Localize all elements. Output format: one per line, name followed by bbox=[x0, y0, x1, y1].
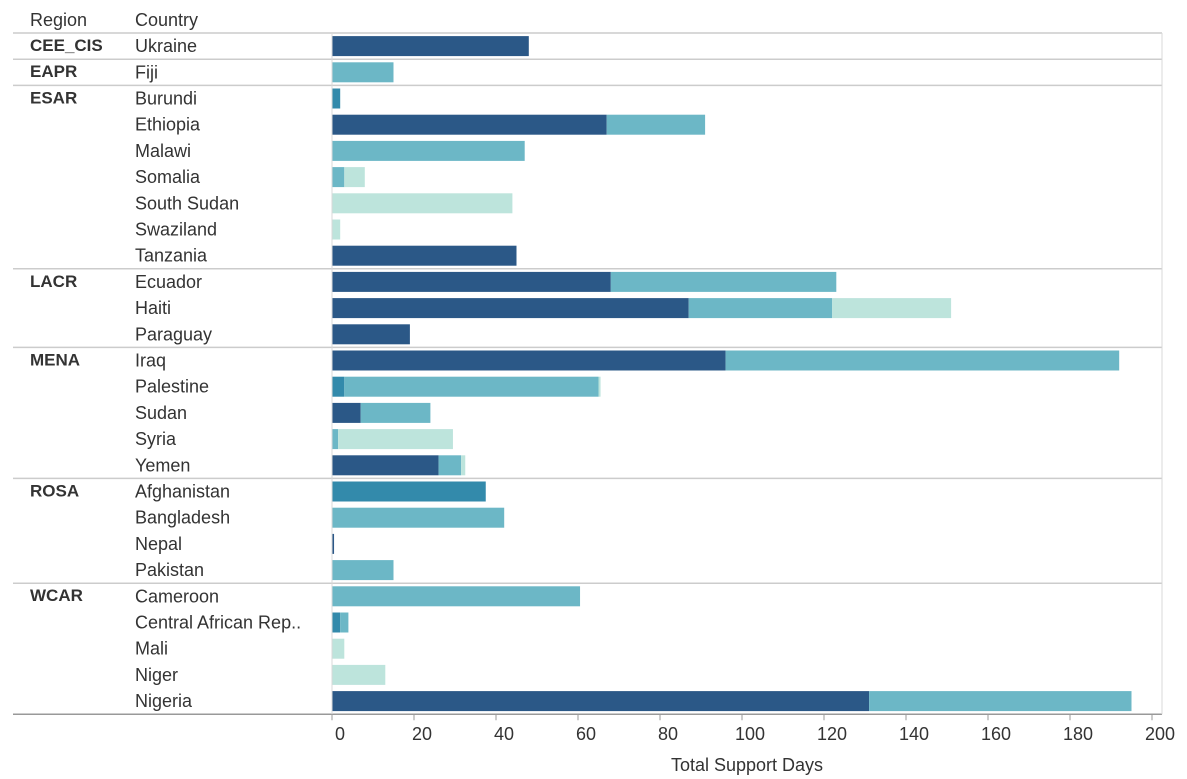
bar-segment bbox=[332, 36, 529, 57]
region-label: MENA bbox=[30, 350, 80, 369]
x-tick-label: 160 bbox=[981, 724, 1011, 744]
bars-layer bbox=[332, 36, 1132, 712]
bar-segment bbox=[869, 691, 1132, 712]
region-column-header: Region bbox=[30, 10, 87, 30]
country-label: Tanzania bbox=[135, 246, 208, 266]
bar-segment bbox=[332, 140, 525, 161]
region-label: EAPR bbox=[30, 62, 77, 81]
bar-segment bbox=[332, 219, 341, 240]
country-label: Haiti bbox=[135, 298, 171, 318]
bar-segment bbox=[688, 298, 833, 319]
x-tick-label: 80 bbox=[658, 724, 678, 744]
country-label: Paraguay bbox=[135, 324, 212, 344]
country-label: Ethiopia bbox=[135, 115, 201, 135]
rows-layer: CEE_CIS Ukraine EAPR Fiji ESAR Burundi Ethiopi… bbox=[13, 32, 1162, 711]
x-tick-label: 180 bbox=[1063, 724, 1093, 744]
bar-segment bbox=[332, 507, 505, 528]
country-label: Palestine bbox=[135, 377, 209, 397]
country-label: Burundi bbox=[135, 89, 197, 109]
country-label: Central African Rep.. bbox=[135, 613, 301, 633]
country-label: South Sudan bbox=[135, 193, 239, 213]
bar-segment bbox=[332, 167, 345, 188]
bar-segment bbox=[332, 62, 394, 83]
x-tick-label: 100 bbox=[735, 724, 765, 744]
x-axis: 0 20 40 60 80 100 120 140 160 180 200 bbox=[13, 33, 1175, 744]
x-tick-label: 120 bbox=[817, 724, 847, 744]
x-tick-label: 140 bbox=[899, 724, 929, 744]
x-tick-label: 0 bbox=[335, 724, 345, 744]
country-label: Swaziland bbox=[135, 220, 217, 240]
x-tick-label: 20 bbox=[412, 724, 432, 744]
country-label: Ukraine bbox=[135, 36, 197, 56]
bar-segment bbox=[332, 455, 439, 476]
x-tick-label: 60 bbox=[576, 724, 596, 744]
country-label: Malawi bbox=[135, 141, 191, 161]
bar-segment bbox=[332, 691, 870, 712]
region-label: ROSA bbox=[30, 481, 79, 500]
region-label: ESAR bbox=[30, 88, 77, 107]
bar-segment bbox=[332, 376, 345, 397]
bar-segment bbox=[725, 350, 1120, 371]
bar-segment bbox=[606, 114, 706, 135]
country-label: Bangladesh bbox=[135, 508, 230, 528]
bar-segment bbox=[332, 612, 341, 633]
bar-segment bbox=[332, 245, 517, 266]
bar-segment bbox=[598, 376, 601, 397]
bar-segment bbox=[610, 271, 837, 292]
bar-segment bbox=[332, 429, 339, 450]
x-tick-label: 40 bbox=[494, 724, 514, 744]
country-label: Pakistan bbox=[135, 560, 204, 580]
bar-segment bbox=[360, 402, 431, 423]
country-label: Ecuador bbox=[135, 272, 202, 292]
bar-segment bbox=[438, 455, 462, 476]
country-label: Niger bbox=[135, 665, 178, 685]
country-label: Nigeria bbox=[135, 691, 193, 711]
country-label: Mali bbox=[135, 639, 168, 659]
country-label: Fiji bbox=[135, 62, 158, 82]
bar-segment bbox=[832, 298, 952, 319]
bar-segment bbox=[340, 612, 349, 633]
bar-segment bbox=[332, 324, 410, 345]
region-label: LACR bbox=[30, 272, 77, 291]
bar-segment bbox=[332, 664, 386, 685]
bar-segment bbox=[332, 88, 341, 109]
bar-segment bbox=[344, 376, 599, 397]
bar-segment bbox=[332, 114, 607, 135]
bar-segment bbox=[332, 193, 513, 214]
country-label: Iraq bbox=[135, 351, 166, 371]
bar-segment bbox=[332, 533, 335, 554]
country-label: Afghanistan bbox=[135, 482, 230, 502]
country-label: Somalia bbox=[135, 167, 201, 187]
region-label: CEE_CIS bbox=[30, 36, 103, 55]
country-label: Yemen bbox=[135, 455, 190, 475]
bar-segment bbox=[332, 271, 611, 292]
bar-segment bbox=[344, 167, 365, 188]
bar-segment bbox=[332, 298, 689, 319]
country-label: Nepal bbox=[135, 534, 182, 554]
x-tick-label: 200 bbox=[1145, 724, 1175, 744]
country-label: Syria bbox=[135, 429, 177, 449]
bar-segment bbox=[461, 455, 466, 476]
bar-segment bbox=[332, 402, 361, 423]
bar-segment bbox=[332, 638, 345, 659]
bar-segment bbox=[332, 481, 486, 502]
country-column-header: Country bbox=[135, 10, 198, 30]
bar-segment bbox=[332, 560, 394, 581]
x-axis-title: Total Support Days bbox=[671, 755, 823, 775]
country-label: Sudan bbox=[135, 403, 187, 423]
bar-segment bbox=[332, 350, 726, 371]
bar-segment bbox=[338, 429, 453, 450]
region-label: WCAR bbox=[30, 586, 83, 605]
bar-segment bbox=[332, 586, 581, 607]
country-label: Cameroon bbox=[135, 586, 219, 606]
